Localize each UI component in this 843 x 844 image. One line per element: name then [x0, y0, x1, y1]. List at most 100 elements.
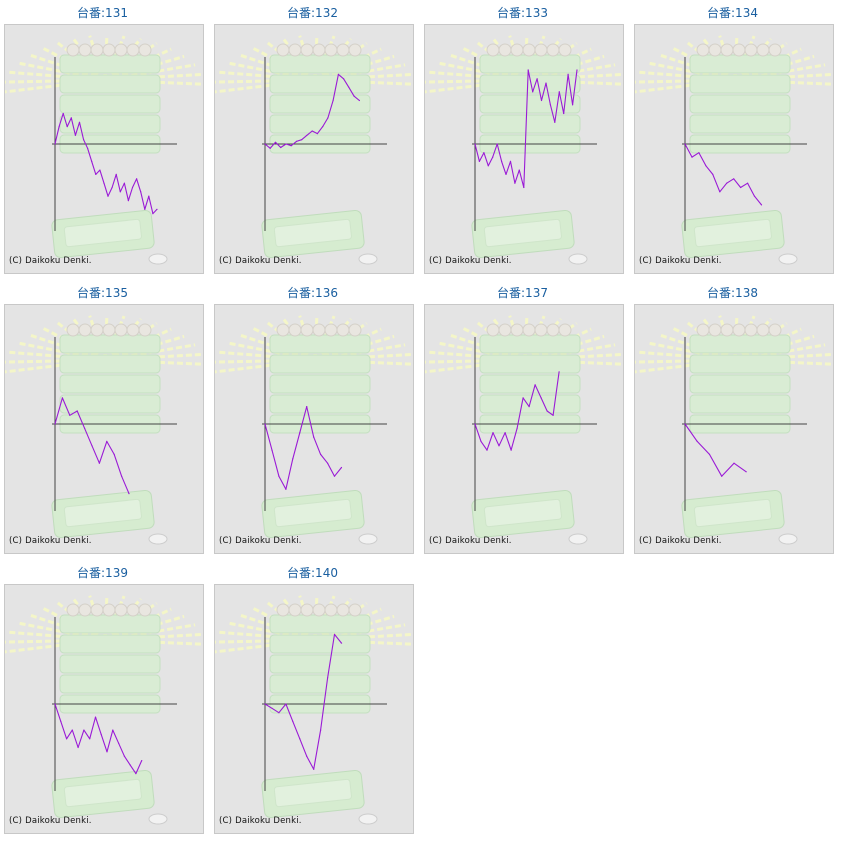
data-point: [549, 104, 551, 106]
ball: [756, 43, 770, 57]
ball: [744, 323, 758, 337]
ball: [126, 323, 140, 337]
box: [689, 74, 791, 94]
ball: [498, 43, 512, 57]
ball: [288, 603, 302, 617]
data-point: [156, 208, 158, 210]
data-point: [123, 755, 125, 757]
background-illustration: [425, 34, 623, 265]
data-point: [316, 133, 318, 135]
ball: [276, 603, 290, 617]
chart-svg: [635, 314, 833, 545]
background-illustration: [215, 314, 413, 545]
data-point: [84, 427, 86, 429]
data-point: [66, 738, 68, 740]
copyright-text: (C) Daikoku Denki.: [9, 816, 92, 826]
chart-title: 台番:138: [707, 286, 758, 300]
ray: [215, 358, 316, 364]
ball: [90, 323, 104, 337]
chart-title: 台番:135: [77, 286, 128, 300]
series-line: [54, 112, 158, 215]
data-point: [292, 720, 294, 722]
data-point: [103, 182, 105, 184]
box: [59, 674, 161, 694]
copyright-text: (C) Daikoku Denki.: [429, 256, 512, 266]
data-point: [337, 73, 339, 75]
data-point: [285, 488, 287, 490]
data-point: [58, 126, 60, 128]
chart-cell: 台番:140 (C) Daikoku Denki.: [210, 560, 415, 834]
tray-inner: [273, 498, 352, 528]
tray-inner: [63, 498, 142, 528]
ball: [312, 323, 326, 337]
data-point: [487, 165, 489, 167]
ball: [126, 603, 140, 617]
data-point: [504, 432, 506, 434]
data-point: [60, 720, 62, 722]
ray: [5, 78, 106, 84]
data-point: [264, 703, 266, 705]
box: [479, 94, 581, 114]
data-point: [322, 126, 324, 128]
ball: [114, 603, 128, 617]
ball: [138, 603, 152, 617]
box: [479, 374, 581, 394]
data-point: [123, 182, 125, 184]
chart-panel: (C) Daikoku Denki.: [214, 584, 414, 834]
box: [479, 114, 581, 134]
chart-cell: 台番:137 (C) Daikoku Denki.: [420, 280, 625, 554]
ball: [510, 323, 524, 337]
background-illustration: [635, 34, 833, 265]
data-point: [492, 432, 494, 434]
copyright-text: (C) Daikoku Denki.: [429, 536, 512, 546]
box: [689, 94, 791, 114]
chart-panel: (C) Daikoku Denki.: [214, 24, 414, 274]
box: [269, 394, 371, 414]
chart-panel: (C) Daikoku Denki.: [634, 304, 834, 554]
box: [269, 54, 371, 74]
tray-inner: [693, 498, 772, 528]
data-point: [99, 169, 101, 171]
data-point: [554, 121, 556, 123]
ball: [744, 43, 758, 57]
data-point: [301, 139, 303, 141]
ball: [546, 43, 560, 57]
ball: [300, 43, 314, 57]
coin: [148, 533, 168, 545]
data-point: [527, 69, 529, 71]
series-line: [684, 423, 747, 477]
chart-panel: (C) Daikoku Denki.: [4, 584, 204, 834]
data-point: [119, 191, 121, 193]
data-point: [353, 95, 355, 97]
coin: [778, 533, 798, 545]
ball: [336, 43, 350, 57]
box: [689, 374, 791, 394]
data-point: [113, 453, 115, 455]
ray: [217, 70, 316, 82]
data-point: [74, 134, 76, 136]
data-point: [534, 384, 536, 386]
chart-svg: [5, 314, 203, 545]
ray: [7, 350, 106, 362]
data-point: [358, 99, 360, 102]
ball: [66, 603, 80, 617]
ball: [336, 323, 350, 337]
box: [59, 334, 161, 354]
background-illustration: [5, 34, 203, 265]
data-point: [87, 147, 89, 149]
box: [689, 394, 791, 414]
data-point: [518, 169, 520, 171]
data-point: [106, 440, 108, 442]
chart-panel: (C) Daikoku Denki.: [634, 24, 834, 274]
data-point: [299, 432, 301, 434]
chart-cell: 台番:131 (C) Daikoku Denki.: [0, 0, 205, 274]
data-point: [474, 423, 476, 425]
tray-inner: [273, 778, 352, 808]
ball: [324, 43, 338, 57]
data-point: [327, 677, 329, 679]
tray-inner: [63, 778, 142, 808]
ball: [276, 43, 290, 57]
box: [479, 354, 581, 374]
data-point: [532, 91, 534, 93]
copyright-text: (C) Daikoku Denki.: [9, 256, 92, 266]
